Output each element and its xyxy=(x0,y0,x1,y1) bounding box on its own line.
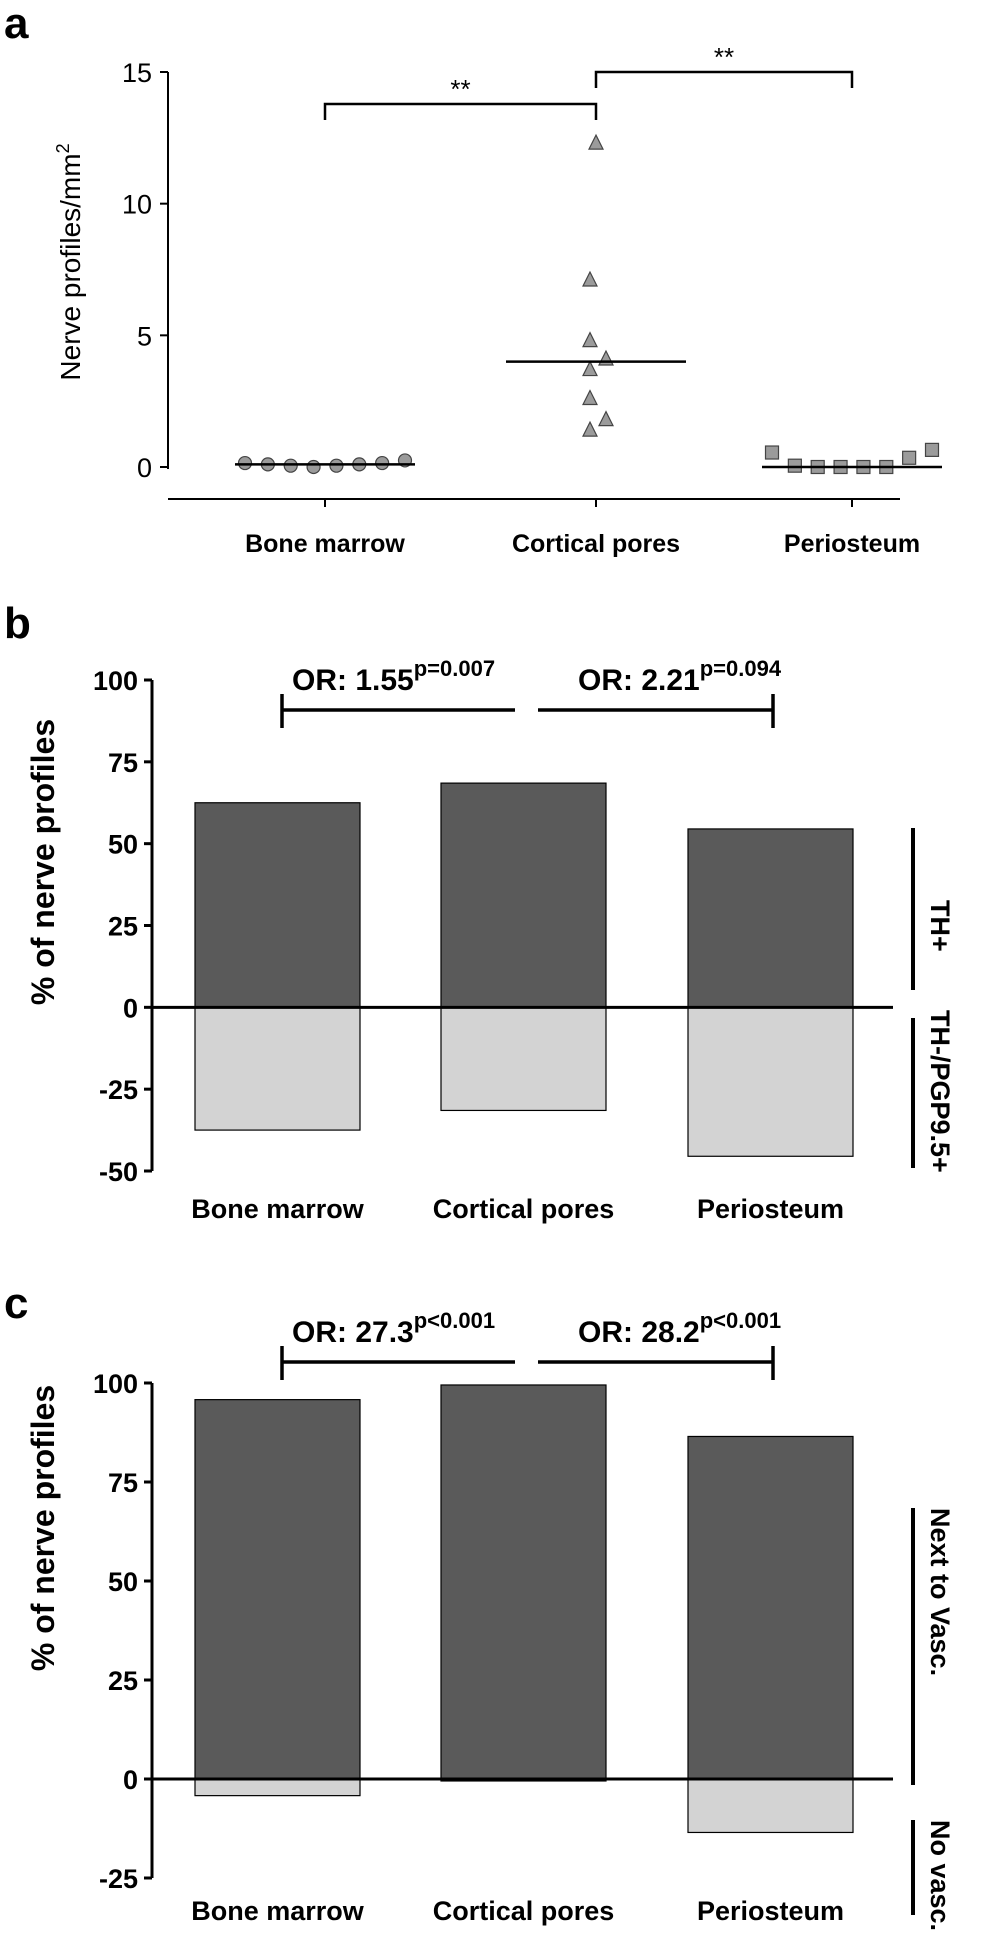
panel-b-odds-ratio-label: OR: 2.21p=0.094 xyxy=(578,656,782,697)
panel-b-y-tick-label: 25 xyxy=(108,912,138,942)
panel-a-significance-label: ** xyxy=(450,74,470,104)
panel-a-point xyxy=(598,410,614,427)
panel-b-ylabel: % of nerve profiles xyxy=(25,719,61,1005)
panel-b-side-label: TH-/PGP9.5+ xyxy=(925,1010,955,1173)
panel-a-point xyxy=(764,445,780,460)
panel-b-y-tick-label: 0 xyxy=(123,993,138,1023)
panel-c-p-value: p<0.001 xyxy=(700,1308,781,1333)
panel-b-y-tick-label: 50 xyxy=(108,830,138,860)
panel-c-y-tick-label: 50 xyxy=(108,1567,138,1597)
panel-c-bar-positive xyxy=(687,1435,854,1780)
panel-b-p-value: p=0.007 xyxy=(414,656,495,681)
panel-a-significance-label: ** xyxy=(714,42,734,72)
panel-c-x-tick-label: Cortical pores xyxy=(433,1896,615,1926)
panel-a-point xyxy=(902,450,917,465)
panel-a-x-tick-label: Cortical pores xyxy=(512,530,680,558)
panel-b-x-tick-label: Periosteum xyxy=(697,1194,844,1224)
panel-a-significance-bracket xyxy=(594,70,854,88)
panel-c-p-value: p<0.001 xyxy=(414,1308,495,1333)
panel-b-bar-negative xyxy=(440,1006,607,1112)
panel-c-bar-positive xyxy=(440,1384,607,1780)
panel-a-ylabel: Nerve profiles/mm2 xyxy=(53,143,86,380)
panel-c-x-tick-label: Periosteum xyxy=(697,1896,844,1926)
panel-b-bar-negative xyxy=(194,1006,361,1131)
panel-a-point xyxy=(306,459,321,475)
panel-a-x-tick-label: Periosteum xyxy=(784,530,920,558)
panel-c-x-tick-label: Bone marrow xyxy=(191,1896,365,1926)
panel-a-point xyxy=(582,389,598,406)
panel-c-side-label: No vasc. xyxy=(925,1820,955,1931)
panel-c-odds-ratio-label: OR: 27.3p<0.001 xyxy=(292,1308,495,1349)
panel-a-point xyxy=(237,455,253,471)
panel-b-bar-positive xyxy=(440,782,607,1008)
panel-c-bar-negative xyxy=(687,1778,854,1834)
panel-a-point xyxy=(787,458,802,473)
panel-a-point xyxy=(598,349,614,366)
panel-b-bar-negative xyxy=(687,1006,854,1157)
panel-b-odds-ratio-value: OR: 2.21 xyxy=(578,664,700,697)
panel-a-point xyxy=(582,331,598,348)
panel-c-y-tick-label: 100 xyxy=(93,1369,138,1399)
panel-a-point xyxy=(283,458,298,473)
panel-c-side-label: Next to Vasc. xyxy=(925,1508,955,1676)
panel-b-y-tick-label: 100 xyxy=(93,666,138,696)
panel-c-y-tick-label: 0 xyxy=(123,1765,138,1795)
panel-a-point xyxy=(582,270,598,287)
panel-c-y-tick-label: -25 xyxy=(99,1864,138,1894)
panel-c-ylabel: % of nerve profiles xyxy=(25,1385,61,1671)
panel-b: % of nerve profiles 100 75 50 25 0 -25 -50 Bone… xyxy=(25,656,955,1224)
panel-c-bar-positive xyxy=(194,1399,361,1780)
panel-a-point xyxy=(588,133,604,150)
panel-a-significance-bracket xyxy=(323,102,598,120)
panel-letter-a: a xyxy=(4,0,29,48)
panel-c-odds-ratio-value: OR: 28.2 xyxy=(578,1316,700,1349)
panel-b-y-tick-label: -25 xyxy=(99,1075,138,1105)
panel-a-point xyxy=(329,458,344,473)
panel-b-y-tick-label: 75 xyxy=(108,748,138,778)
panel-a-y-tick-label: 15 xyxy=(122,58,152,88)
panel-a-point xyxy=(582,420,598,437)
panel-b-p-value: p=0.094 xyxy=(700,656,782,681)
panel-b-bar-positive xyxy=(687,828,854,1008)
panel-b-y-tick-label: -50 xyxy=(99,1157,138,1187)
panel-a-point xyxy=(924,442,940,457)
panel-b-bar-positive xyxy=(194,802,361,1008)
panel-c-odds-ratio-value: OR: 27.3 xyxy=(292,1316,414,1349)
panel-a-y-tick-label: 5 xyxy=(137,321,152,351)
panel-b-side-label: TH+ xyxy=(925,900,955,952)
panel-a: Nerve profiles/mm2 0 5 10 15 Bone marrow Cort… xyxy=(53,42,942,558)
panel-c-y-tick-label: 25 xyxy=(108,1666,138,1696)
panel-b-odds-ratio-value: OR: 1.55 xyxy=(292,664,414,697)
panel-b-x-tick-label: Cortical pores xyxy=(433,1194,615,1224)
panel-letter-b: b xyxy=(4,599,31,648)
panel-a-point xyxy=(582,360,598,377)
panel-c-y-tick-label: 75 xyxy=(108,1468,138,1498)
panel-a-point xyxy=(375,455,390,471)
panel-a-y-tick-label: 0 xyxy=(137,453,152,483)
panel-b-odds-ratio-label: OR: 1.55p=0.007 xyxy=(292,656,495,697)
panel-a-x-tick-label: Bone marrow xyxy=(245,530,405,558)
panel-c-bar-negative xyxy=(194,1778,361,1797)
panel-c-odds-ratio-label: OR: 28.2p<0.001 xyxy=(578,1308,781,1349)
panel-b-x-tick-label: Bone marrow xyxy=(191,1194,365,1224)
panel-c: % of nerve profiles 100 75 50 25 0 -25 Bone ma… xyxy=(25,1308,955,1931)
panel-letter-c: c xyxy=(4,1279,28,1328)
panel-a-y-tick-label: 10 xyxy=(122,190,152,220)
